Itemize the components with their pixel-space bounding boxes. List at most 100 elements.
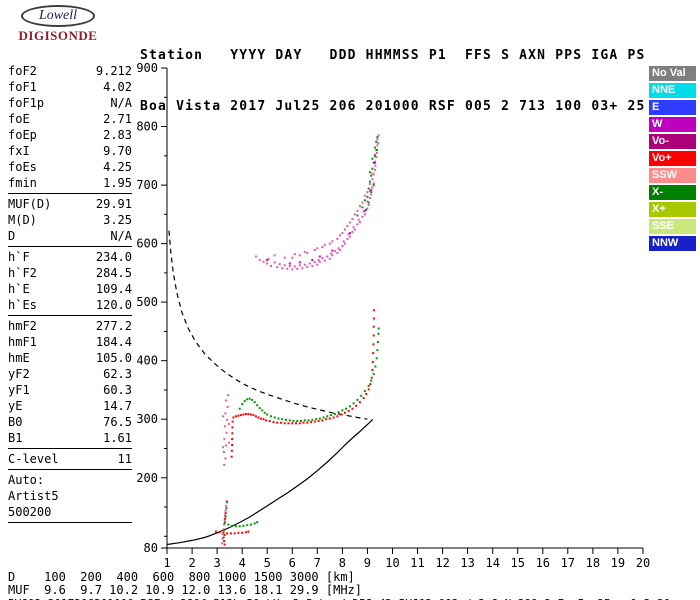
param-label: foEp	[8, 128, 37, 142]
legend-item-e: E	[649, 100, 696, 115]
svg-text:13: 13	[460, 556, 474, 570]
param-value: 277.2	[95, 319, 132, 333]
separator-line	[8, 246, 132, 247]
param-label: hmF2	[8, 319, 37, 333]
param-label: 500200	[8, 505, 52, 519]
param-row: foF1 4.02	[8, 79, 132, 95]
svg-text:3: 3	[213, 556, 220, 570]
logo-lowell-text: Lowell	[38, 8, 78, 23]
param-label: B1	[8, 431, 23, 445]
svg-text:800: 800	[136, 120, 158, 134]
param-row: foEs 4.25	[8, 159, 132, 175]
param-row: yF1 60.3	[8, 382, 132, 398]
param-row: foEp 2.83	[8, 127, 132, 143]
param-label: Auto:	[8, 473, 45, 487]
separator-line	[8, 469, 132, 470]
legend-item-w: W	[649, 117, 696, 132]
param-label: B0	[8, 415, 23, 429]
param-value: 9.212	[95, 64, 132, 78]
param-row: MUF(D) 29.91	[8, 196, 132, 212]
param-row: D N/A	[8, 228, 132, 244]
param-label: foF1	[8, 80, 37, 94]
color-legend: No Val NNE E W Vo- Vo+ SSW X- X+ SSE NNW	[649, 66, 696, 253]
svg-text:7: 7	[314, 556, 321, 570]
param-row: yE 14.7	[8, 398, 132, 414]
svg-text:19: 19	[611, 556, 625, 570]
param-value: 76.5	[103, 415, 132, 429]
param-value: 62.3	[103, 367, 132, 381]
legend-item-no-val: No Val	[649, 66, 696, 81]
svg-text:900: 900	[136, 61, 158, 75]
legend-item-vo+: Vo+	[649, 151, 696, 166]
logo-digisonde-text: DIGISONDE	[18, 28, 98, 43]
muf-row: MUF 9.6 9.7 10.2 10.9 12.0 13.6 18.1 29.…	[8, 583, 363, 597]
param-value: 1.61	[103, 431, 132, 445]
param-row: hmF1 184.4	[8, 334, 132, 350]
param-row: hmF2 277.2	[8, 318, 132, 334]
param-value: 4.25	[103, 160, 132, 174]
svg-text:17: 17	[561, 556, 575, 570]
legend-item-ssw: SSW	[649, 168, 696, 183]
legend-item-x-: X-	[649, 185, 696, 200]
param-row: 500200	[8, 504, 132, 520]
svg-text:15: 15	[510, 556, 524, 570]
param-value: 60.3	[103, 383, 132, 397]
param-value: 120.0	[95, 298, 132, 312]
param-row: B1 1.61	[8, 430, 132, 446]
param-label: yF2	[8, 367, 30, 381]
param-row: hmE 105.0	[8, 350, 132, 366]
param-label: MUF(D)	[8, 197, 52, 211]
param-row: foE 2.71	[8, 111, 132, 127]
svg-text:2: 2	[188, 556, 195, 570]
param-label: M(D)	[8, 213, 37, 227]
param-value: 4.02	[103, 80, 132, 94]
param-value: 11	[117, 452, 132, 466]
param-panel: foF2 9.212 foF1 4.02 foF1p N/A foE 2.71 foEp 2.83…	[8, 63, 132, 525]
status-line: BVJ03_2017206201000.RSF / 380fx512h 50 k…	[8, 597, 670, 600]
svg-text:20: 20	[636, 556, 650, 570]
param-value: 105.0	[95, 351, 132, 365]
param-value: 14.7	[103, 399, 132, 413]
svg-text:5: 5	[264, 556, 271, 570]
svg-text:4: 4	[239, 556, 246, 570]
svg-text:700: 700	[136, 178, 158, 192]
param-row: h`Es 120.0	[8, 297, 132, 313]
param-row: Artist5	[8, 488, 132, 504]
param-row: h`E 109.4	[8, 281, 132, 297]
svg-text:8: 8	[339, 556, 346, 570]
param-label: foEs	[8, 160, 37, 174]
svg-text:18: 18	[586, 556, 600, 570]
param-row: foF1p N/A	[8, 95, 132, 111]
param-label: fxI	[8, 144, 30, 158]
svg-text:200: 200	[136, 471, 158, 485]
header-column-values: Boa Vista 2017 Jul25 206 201000 RSF 005 …	[140, 99, 646, 114]
header-column-titles: Station YYYY DAY DDD HHMMSS P1 FFS S AXN…	[140, 48, 646, 63]
param-label: foF2	[8, 64, 37, 78]
param-label: C-level	[8, 452, 59, 466]
param-value: N/A	[110, 229, 132, 243]
param-row: fmin 1.95	[8, 175, 132, 191]
param-row: h`F 234.0	[8, 249, 132, 265]
param-value: 234.0	[95, 250, 132, 264]
legend-item-nne: NNE	[649, 83, 696, 98]
svg-text:1: 1	[163, 556, 170, 570]
param-label: D	[8, 229, 16, 243]
separator-line	[8, 522, 132, 523]
legend-item-sse: SSE	[649, 219, 696, 234]
param-label: foE	[8, 112, 30, 126]
param-row: C-level 11	[8, 451, 132, 467]
svg-text:300: 300	[136, 412, 158, 426]
svg-text:400: 400	[136, 354, 158, 368]
param-row: B0 76.5	[8, 414, 132, 430]
param-value: 184.4	[95, 335, 132, 349]
svg-text:12: 12	[435, 556, 449, 570]
param-label: Artist5	[8, 489, 59, 503]
lowell-logo: Lowell DIGISONDE	[8, 4, 108, 44]
param-label: fmin	[8, 176, 37, 190]
lowell-logo-oval: Lowell	[20, 5, 96, 27]
param-row: fxI 9.70	[8, 143, 132, 159]
param-value: 109.4	[95, 282, 132, 296]
legend-item-nnw: NNW	[649, 236, 696, 251]
svg-text:11: 11	[410, 556, 424, 570]
